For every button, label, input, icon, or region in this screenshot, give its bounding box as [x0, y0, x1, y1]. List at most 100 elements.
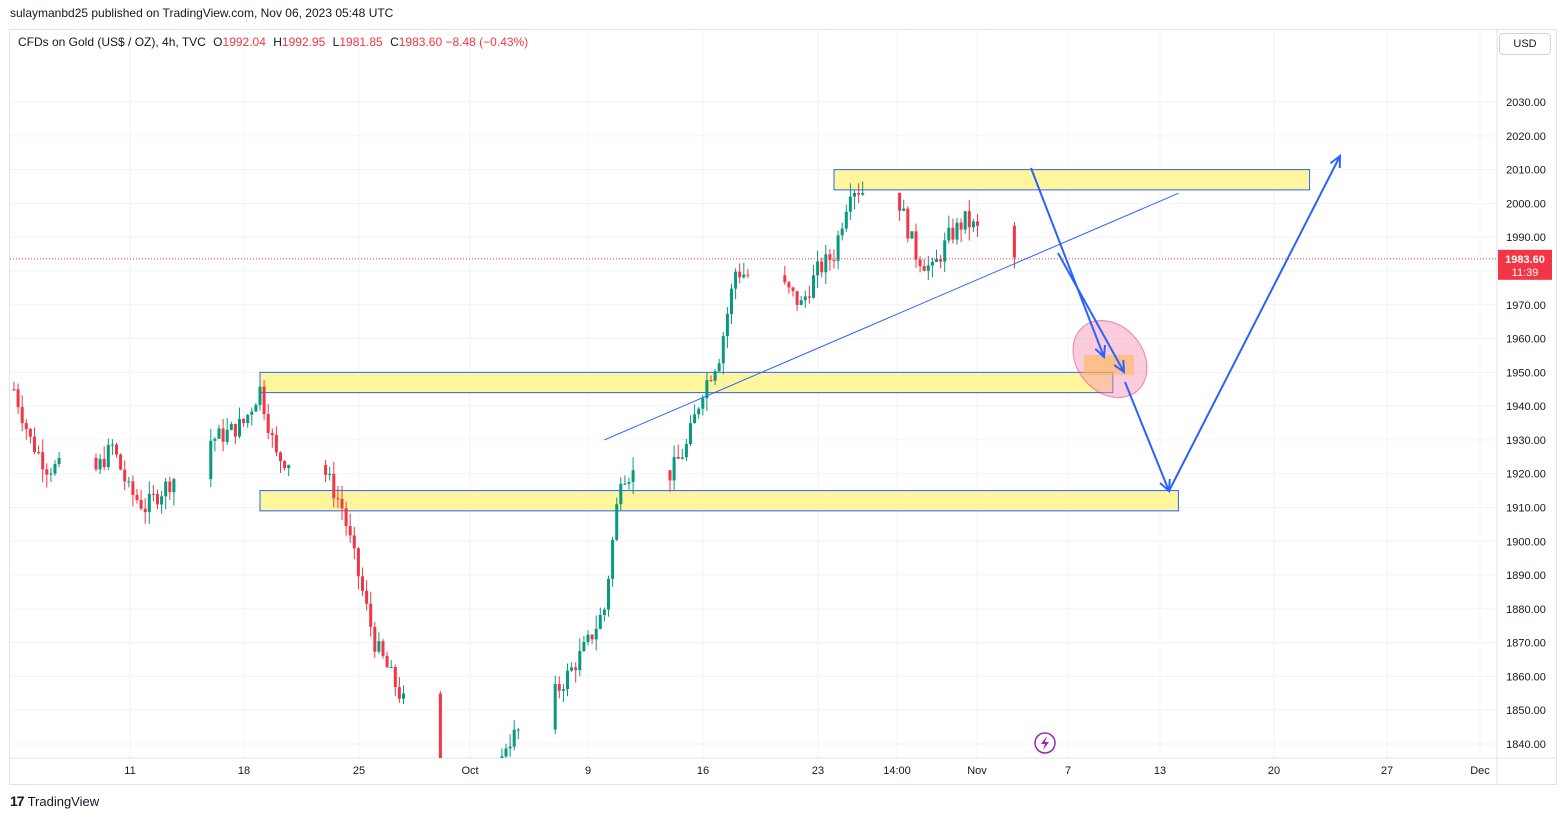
candle-body	[500, 756, 504, 758]
candle-body	[918, 259, 922, 267]
candle-body	[246, 414, 250, 424]
time-tick-label: Nov	[967, 765, 987, 777]
candle-body	[840, 228, 844, 236]
candle-body	[742, 274, 746, 278]
candle-body	[455, 791, 458, 792]
candle-body	[332, 473, 336, 499]
candle-body	[746, 274, 750, 276]
candle-body	[844, 211, 848, 229]
candle-body	[672, 456, 676, 481]
candle-body	[438, 693, 442, 758]
candle-body	[41, 452, 45, 470]
candle-body	[922, 266, 926, 271]
candle-body	[402, 693, 405, 699]
candle-body	[361, 576, 364, 591]
candle-body	[496, 786, 499, 787]
candle-body	[963, 211, 967, 230]
candle-body	[910, 231, 914, 239]
currency-selector[interactable]: USD	[1499, 33, 1551, 55]
projection-arrow-3[interactable]	[1124, 381, 1170, 492]
candle-body	[464, 787, 467, 788]
price-tick-label: 2020.00	[1506, 131, 1546, 143]
candle-body	[131, 481, 135, 495]
candle-body	[807, 296, 811, 298]
candle-body	[738, 271, 742, 278]
candle-body	[373, 626, 377, 652]
price-tick-label: 2030.00	[1506, 97, 1546, 109]
candle-body	[705, 380, 709, 399]
candle-body	[578, 650, 582, 671]
candle-body	[857, 193, 861, 195]
projection-arrow-4[interactable]	[1168, 155, 1341, 492]
plot-area[interactable]	[12, 153, 1342, 819]
zone-support[interactable]	[259, 490, 1179, 512]
candle-body	[443, 771, 446, 782]
projection-arrow-1-head	[1094, 344, 1106, 360]
candle-body	[951, 227, 955, 240]
time-tick-label: 13	[1154, 765, 1166, 777]
projection-arrow-2-head	[1113, 359, 1126, 375]
brand-name: TradingView	[27, 793, 100, 809]
candle-body	[324, 464, 328, 475]
candle-body	[385, 655, 389, 668]
price-tick-label: 1900.00	[1506, 536, 1546, 548]
zone-resistance[interactable]	[833, 169, 1311, 191]
candle-body	[488, 804, 491, 809]
trendline[interactable]	[604, 192, 1179, 441]
time-tick-label: 18	[238, 765, 250, 777]
candle-body	[143, 508, 147, 513]
candle-body	[110, 444, 114, 446]
candle-body	[135, 494, 139, 501]
candle-body	[468, 787, 471, 804]
candle-body	[713, 371, 717, 381]
candle-body	[492, 786, 495, 804]
zone-mid-support[interactable]	[259, 371, 1114, 394]
publish-info: sulaymanbd25 published on TradingView.co…	[10, 6, 394, 20]
candle-body	[397, 687, 401, 699]
price-tick-label: 1880.00	[1506, 604, 1546, 616]
candle-body	[594, 628, 598, 640]
time-tick-label: 9	[585, 765, 591, 777]
candle-body	[209, 440, 213, 480]
candle-body	[586, 634, 590, 642]
candle-body	[848, 196, 852, 212]
chart-pane[interactable]	[9, 29, 1557, 785]
candle-body	[472, 803, 475, 808]
candle-body	[336, 498, 340, 500]
candle-body	[631, 470, 635, 483]
candle-body	[279, 452, 282, 462]
last-price-tag	[1498, 249, 1552, 280]
candle-body	[393, 667, 397, 688]
candle-body	[967, 211, 971, 228]
candle-body	[377, 641, 381, 652]
candle-body	[516, 729, 520, 731]
low-label: L	[332, 35, 340, 49]
candle-body	[20, 407, 24, 424]
candle-body	[508, 746, 512, 749]
candle-body	[389, 667, 393, 669]
symbol-legend: CFDs on Gold (US$ / OZ), 4h, TVC O1992.0…	[18, 35, 528, 49]
candle-body	[53, 464, 57, 474]
candle-body	[344, 508, 348, 527]
candle-body	[250, 411, 254, 415]
candle-body	[623, 483, 627, 485]
time-tick-label: 20	[1268, 765, 1280, 777]
projection-arrow-2[interactable]	[1057, 252, 1125, 373]
candle-body	[254, 405, 258, 412]
candle-body	[115, 444, 118, 455]
candle-body	[812, 275, 815, 298]
candle-body	[258, 386, 262, 406]
candle-body	[221, 428, 225, 442]
candle-body	[164, 481, 168, 497]
candle-body	[28, 429, 32, 437]
candle-body	[607, 578, 610, 610]
candle-body	[721, 336, 725, 364]
time-tick-label: 7	[1065, 765, 1071, 777]
candle-body	[94, 457, 98, 470]
projection-arrow-1[interactable]	[1030, 167, 1105, 358]
symbol-name[interactable]: CFDs on Gold (US$ / OZ), 4h, TVC	[18, 35, 206, 49]
candle-body	[717, 363, 721, 372]
candle-body	[49, 473, 53, 475]
footer-brand[interactable]: 17 TradingView	[10, 793, 99, 809]
